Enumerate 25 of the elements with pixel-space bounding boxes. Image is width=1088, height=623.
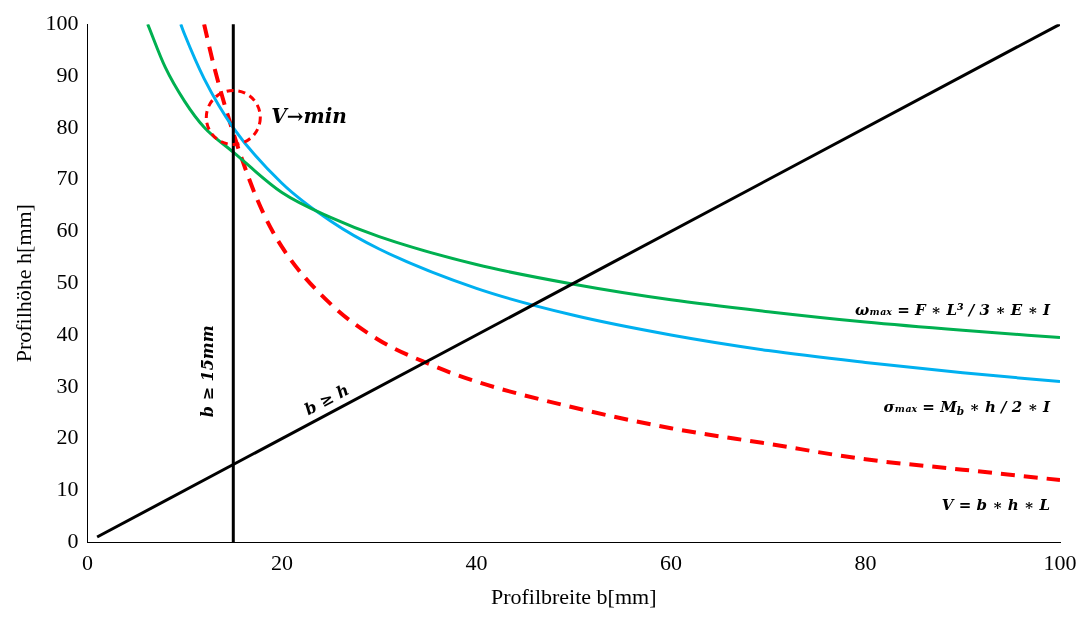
x-tick-label: 40 (465, 550, 488, 576)
series-label: V = b ∗ h ∗ L (941, 495, 1051, 514)
line-series (202, 24, 1060, 483)
y-tick-label: 30 (56, 372, 79, 398)
ref-line-label: b ≥ 15mm (198, 325, 218, 418)
line-series (179, 24, 1060, 384)
y-tick-label: 90 (56, 61, 79, 87)
y-tick-label: 10 (56, 476, 79, 502)
x-tick-label: 80 (854, 550, 877, 576)
y-axis-title: Profilhöhe h[mm] (10, 204, 36, 363)
y-tick-label: 20 (56, 424, 79, 450)
y-tick-label: 100 (45, 9, 79, 35)
y-tick-label: 40 (56, 320, 79, 346)
annotation: V→min (271, 103, 347, 128)
y-tick-label: 80 (56, 113, 79, 139)
series-label: ωₘₐₓ = F ∗ L³ / 3 ∗ E ∗ I (855, 301, 1051, 320)
y-tick-label: 50 (56, 268, 79, 294)
y-tick-label: 70 (56, 165, 79, 191)
y-tick-label: 0 (67, 527, 79, 553)
x-tick-label: 60 (659, 550, 682, 576)
x-tick-label: 20 (270, 550, 293, 576)
y-tick-label: 60 (56, 217, 79, 243)
x-tick-label: 100 (1043, 550, 1077, 576)
x-axis-title: Profilbreite b[mm] (490, 583, 657, 609)
text: b ≥ h (301, 379, 353, 419)
